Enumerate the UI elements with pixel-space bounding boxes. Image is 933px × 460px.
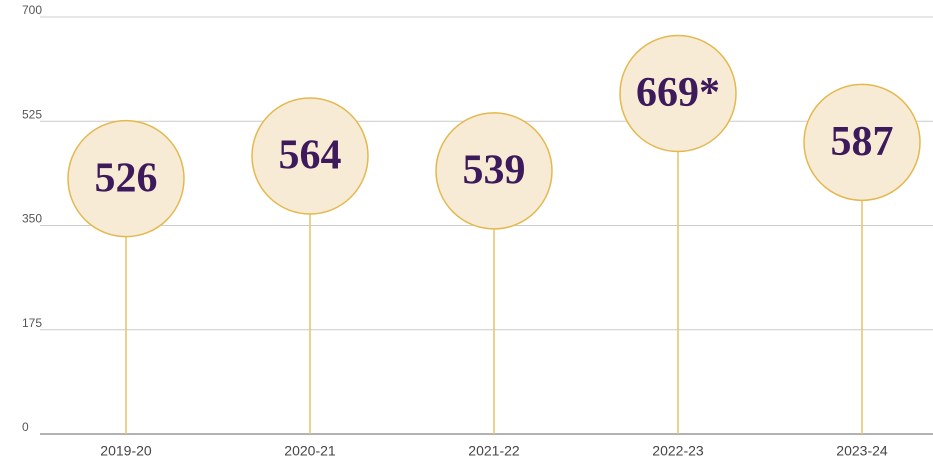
y-tick-label: 700: [22, 3, 42, 17]
marker: [619, 34, 737, 153]
value-label: 669*: [636, 70, 720, 116]
x-tick-label: 2019-20: [100, 443, 152, 459]
y-tick-label: 350: [22, 212, 42, 226]
value-label: 539: [463, 148, 526, 194]
marker: [803, 83, 921, 202]
marker: [67, 119, 185, 238]
x-tick-label: 2020-21: [284, 443, 336, 459]
y-tick-label: 175: [22, 316, 42, 330]
marker: [251, 97, 369, 215]
value-label: 587: [831, 119, 894, 165]
y-tick-label: 0: [22, 420, 29, 434]
value-label: 526: [95, 155, 158, 201]
marker: [435, 112, 553, 230]
y-tick-label: 525: [22, 107, 42, 121]
value-label: 564: [279, 133, 342, 179]
x-tick-label: 2023-24: [836, 443, 888, 459]
x-tick-label: 2022-23: [652, 443, 704, 459]
x-tick-label: 2021-22: [468, 443, 520, 459]
